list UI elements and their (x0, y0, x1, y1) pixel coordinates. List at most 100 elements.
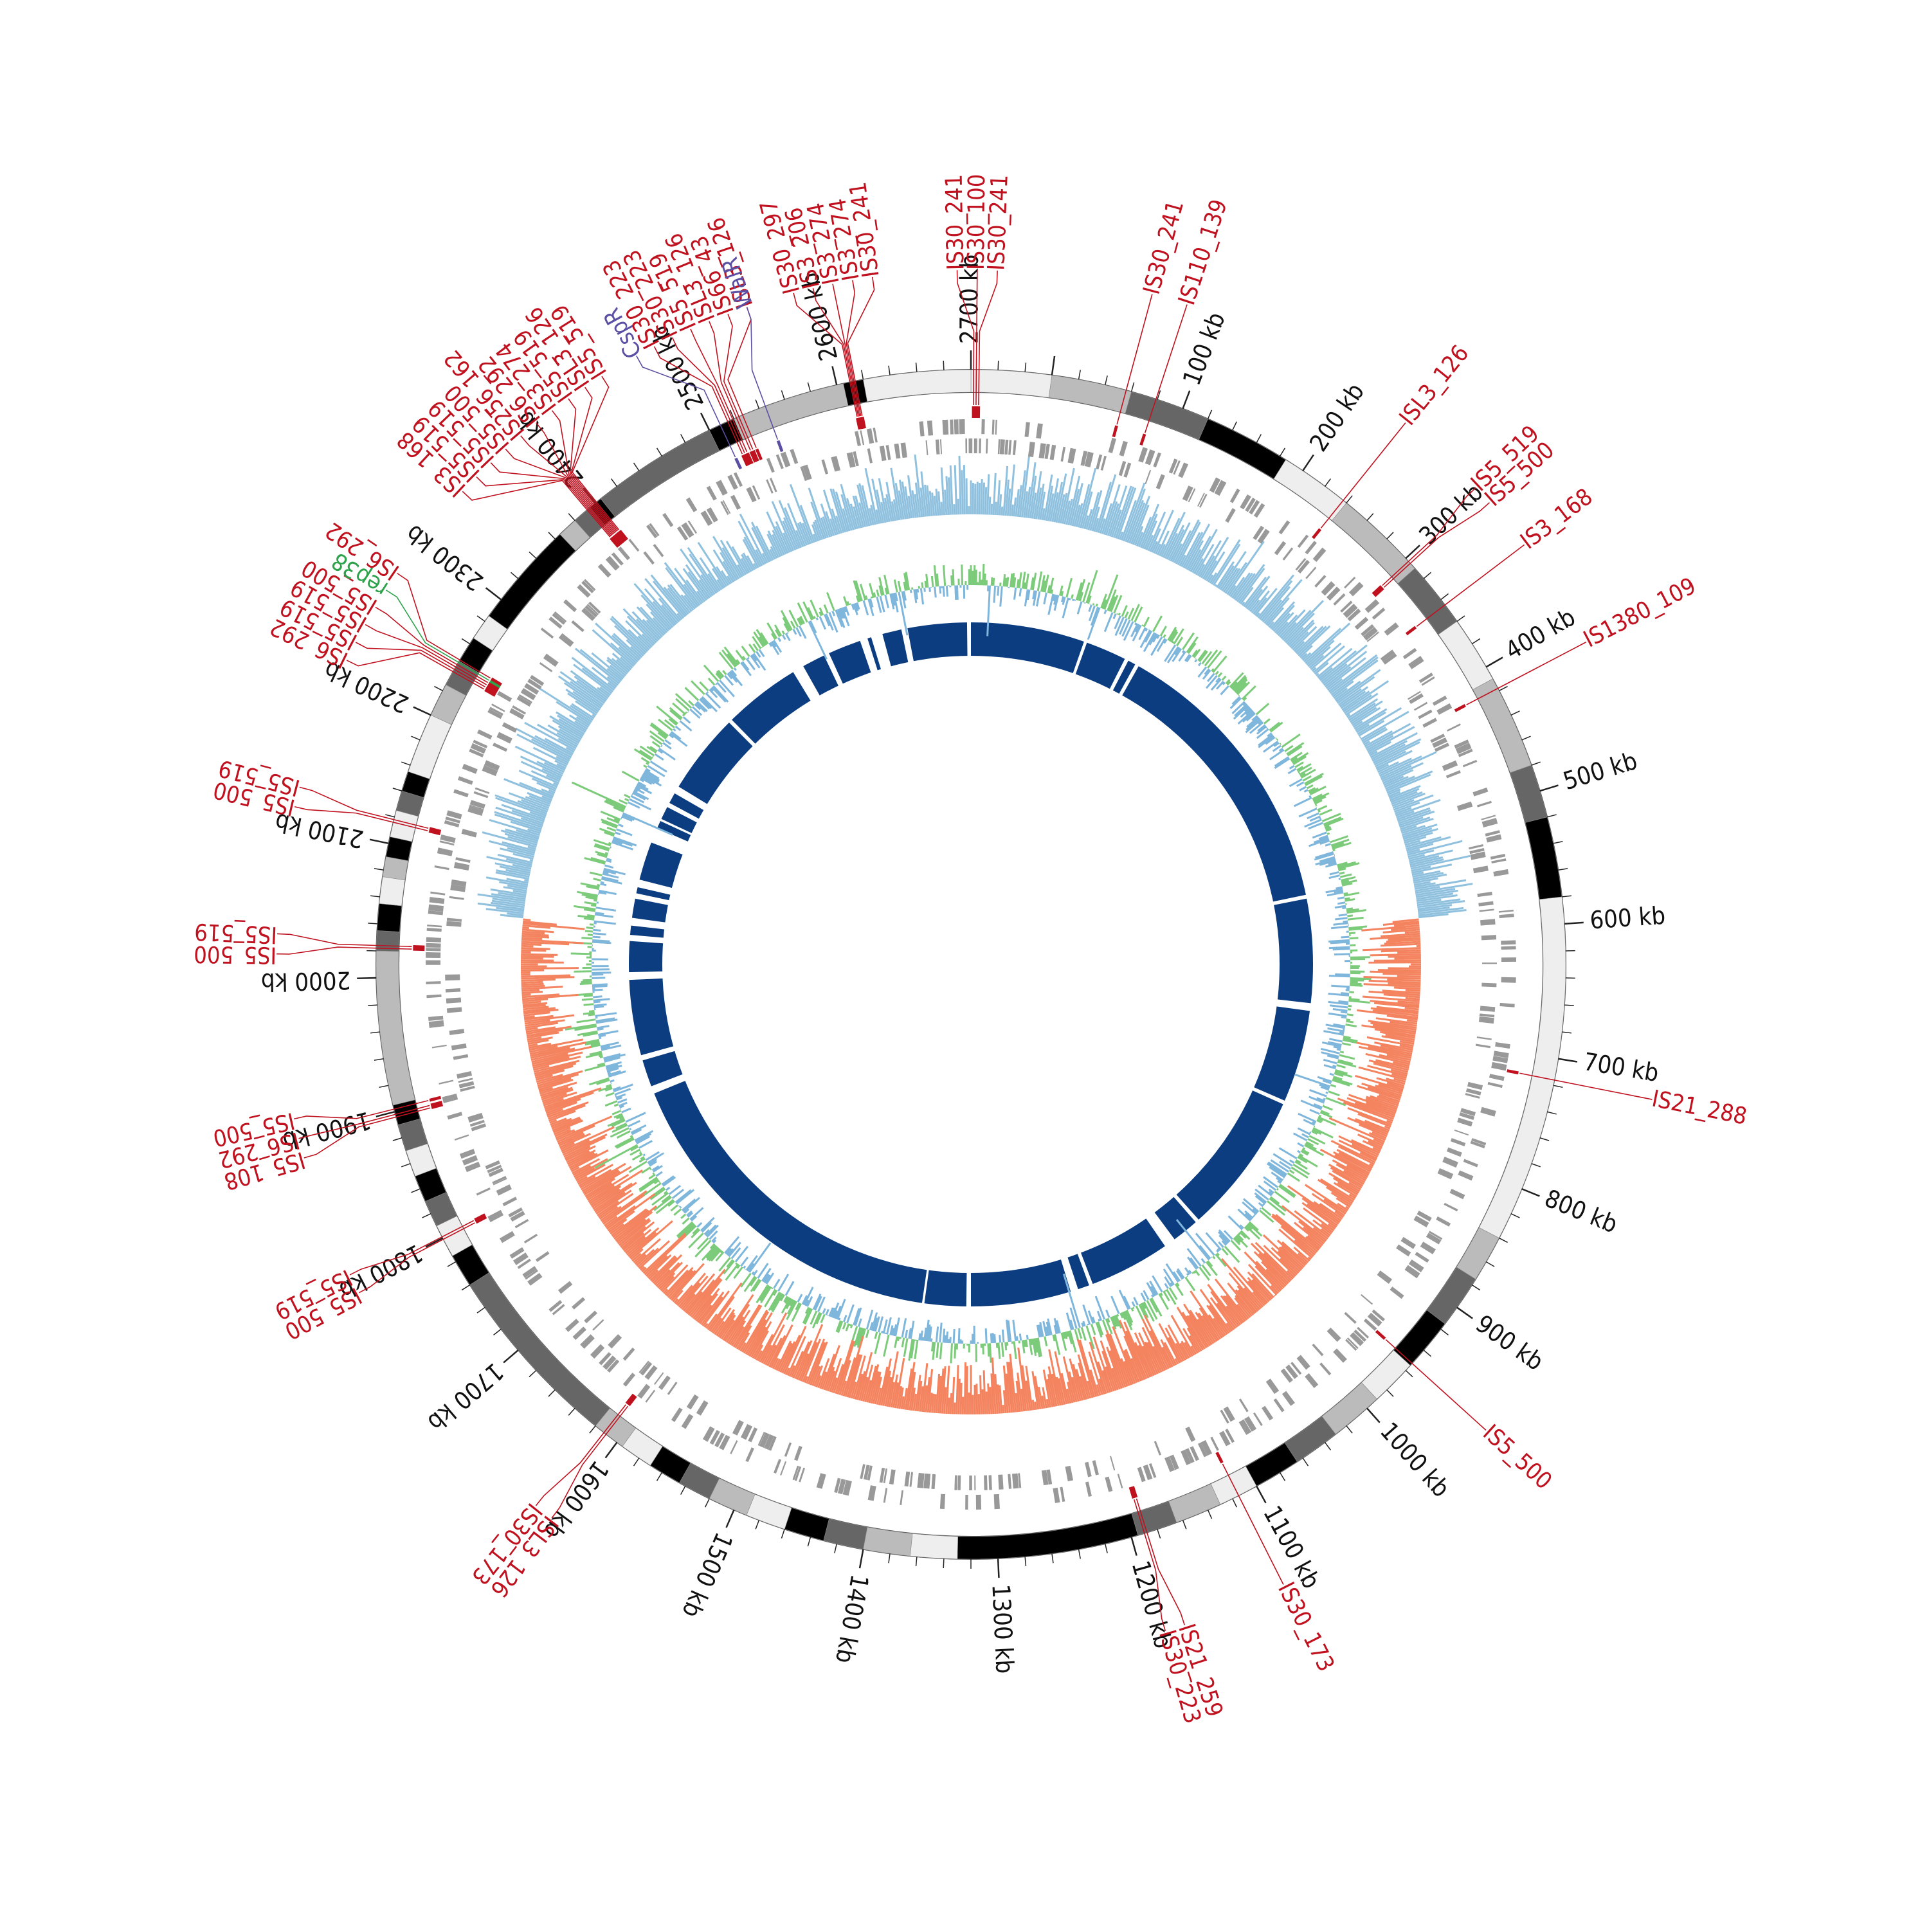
minor-tick (943, 1558, 944, 1568)
cds-block (732, 1420, 744, 1436)
cds-block (432, 1045, 447, 1049)
cds-block (427, 925, 442, 927)
minor-tick (889, 1553, 890, 1563)
cds-block (1305, 567, 1316, 579)
minor-tick (462, 638, 470, 644)
minor-tick (1562, 1032, 1571, 1033)
minor-tick (412, 1189, 421, 1193)
minor-tick (781, 390, 784, 399)
cds-block (974, 1476, 975, 1490)
cds-block (1482, 962, 1497, 964)
cds-block (667, 1382, 678, 1395)
cds-block (940, 439, 942, 454)
karyotype-band (765, 384, 848, 428)
cds-block (1491, 1062, 1507, 1070)
cds-block (426, 981, 440, 984)
karyotype-band (1169, 1484, 1220, 1522)
cds-block (998, 1474, 1003, 1489)
cds-block (716, 480, 727, 495)
cds-block (979, 438, 981, 453)
minor-tick (1052, 1553, 1053, 1563)
minor-tick (1183, 1520, 1186, 1529)
minor-tick (1025, 1557, 1026, 1566)
cds-block (447, 1112, 462, 1119)
cds-block (905, 1472, 910, 1487)
tick-label: 500 kb (1560, 746, 1640, 795)
cds-block (453, 1054, 468, 1060)
cds-block (487, 1210, 503, 1222)
cds-block (984, 1476, 988, 1490)
cds-block (707, 486, 717, 501)
karyotype-band (1132, 1501, 1177, 1535)
cds-block (686, 498, 698, 512)
cds-block (940, 1494, 945, 1509)
cds-block (623, 1373, 635, 1387)
cds-block (1479, 1016, 1494, 1024)
cds-block (969, 1476, 972, 1490)
cds-block (1478, 901, 1493, 907)
minor-tick (1441, 594, 1449, 600)
cds-block (730, 495, 741, 510)
major-tick (1183, 391, 1190, 409)
cds-block (1451, 1138, 1465, 1146)
minor-tick (1540, 1138, 1549, 1141)
cds-block (926, 440, 928, 455)
cds-block (598, 564, 611, 578)
karyotype-band (379, 877, 405, 906)
minor-tick (368, 1005, 377, 1006)
cds-block (1488, 1082, 1503, 1088)
cds-block (817, 1473, 826, 1489)
minor-tick (393, 1138, 402, 1141)
cds-block (1442, 761, 1458, 771)
cds-block (1092, 1460, 1099, 1476)
minor-tick (634, 463, 639, 471)
cds-block (1418, 710, 1432, 719)
minor-tick (511, 572, 518, 579)
minor-tick (434, 687, 442, 691)
cds-block (790, 449, 798, 464)
cds-block (446, 998, 461, 1004)
cds-block (462, 764, 478, 774)
cds-block (831, 456, 840, 472)
cds-block (1274, 1398, 1285, 1413)
minor-tick (1157, 1529, 1161, 1538)
cds-block (453, 789, 469, 797)
cds-block (1004, 440, 1008, 455)
minor-tick (657, 1472, 662, 1481)
cds-block (1036, 423, 1043, 438)
feature-marker (1454, 704, 1466, 712)
cds-block (437, 847, 453, 856)
cds-block (745, 1447, 754, 1462)
cds-block (1210, 1437, 1219, 1451)
cds-block (446, 988, 460, 993)
major-tick (1052, 356, 1055, 375)
minor-tick (1532, 762, 1541, 765)
cds-block (580, 1334, 595, 1349)
karyotype-band (971, 370, 1052, 397)
cds-block (476, 1187, 491, 1196)
feature-marker (1139, 433, 1146, 446)
cds-block (976, 1495, 981, 1510)
cds-block (954, 1476, 957, 1490)
cds-block (1433, 696, 1447, 706)
cds-block (867, 428, 874, 444)
cds-block (855, 431, 861, 446)
cds-block (1499, 914, 1514, 918)
cds-block (1401, 1237, 1416, 1249)
cds-block (1312, 1344, 1323, 1357)
cds-block (1314, 575, 1326, 588)
cds-block (954, 419, 959, 434)
cds-block (1480, 1107, 1496, 1117)
feature-label-is: IS5_519 (194, 918, 277, 948)
cds-block (653, 544, 664, 557)
cds-block (541, 627, 554, 638)
feature-marker (777, 440, 784, 453)
minor-tick (1025, 363, 1026, 372)
cds-block (894, 444, 900, 459)
karyotype-band (408, 715, 451, 779)
major-tick (701, 413, 709, 430)
minor-tick (1303, 1458, 1308, 1466)
cds-block (1297, 1355, 1310, 1369)
cds-block (1473, 865, 1489, 873)
minor-tick (1208, 410, 1212, 419)
